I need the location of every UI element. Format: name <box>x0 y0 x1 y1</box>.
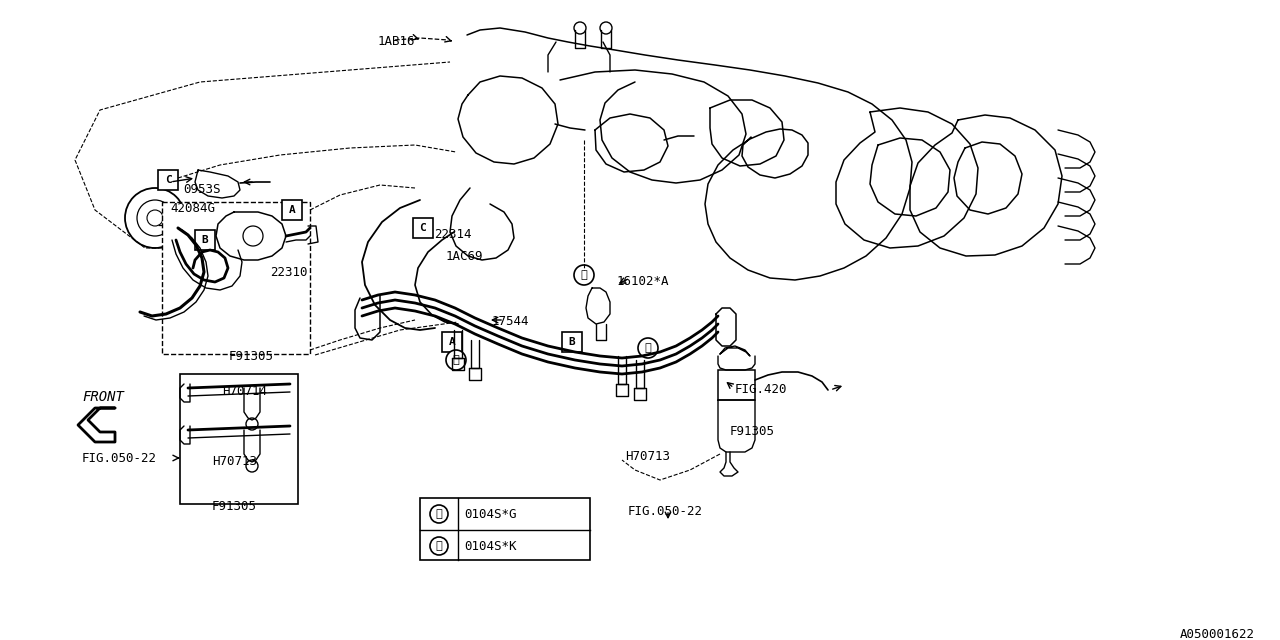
Bar <box>282 200 302 220</box>
Text: 16102*A: 16102*A <box>617 275 669 288</box>
Circle shape <box>600 22 612 34</box>
Text: H70713: H70713 <box>212 455 257 468</box>
Bar <box>413 218 433 238</box>
Text: C: C <box>420 223 426 233</box>
Text: FRONT: FRONT <box>82 390 124 404</box>
Text: F91305: F91305 <box>229 350 274 363</box>
Bar <box>180 374 298 504</box>
Text: F91305: F91305 <box>730 425 774 438</box>
Circle shape <box>430 537 448 555</box>
Circle shape <box>246 460 259 472</box>
Text: ②: ② <box>453 355 460 365</box>
Text: 42084G: 42084G <box>170 202 215 215</box>
Circle shape <box>246 418 259 430</box>
Text: 1AB16: 1AB16 <box>378 35 416 48</box>
Circle shape <box>147 210 163 226</box>
Circle shape <box>637 338 658 358</box>
Text: B: B <box>568 337 576 347</box>
Text: ②: ② <box>435 541 443 551</box>
Text: ②: ② <box>645 343 652 353</box>
Text: H70713: H70713 <box>625 450 669 463</box>
Bar <box>157 170 178 190</box>
Text: FIG.050-22: FIG.050-22 <box>82 452 157 465</box>
Text: 0104S*G: 0104S*G <box>465 508 517 521</box>
Text: 0953S: 0953S <box>183 183 220 196</box>
Text: ①: ① <box>581 270 588 280</box>
Text: 22310: 22310 <box>270 266 307 279</box>
Circle shape <box>573 265 594 285</box>
Text: FIG.050-22: FIG.050-22 <box>628 505 703 518</box>
Text: 1AC69: 1AC69 <box>445 250 484 263</box>
Circle shape <box>445 350 466 370</box>
Bar <box>718 370 755 400</box>
Bar <box>420 498 590 560</box>
Circle shape <box>125 188 186 248</box>
Circle shape <box>137 200 173 236</box>
Circle shape <box>573 22 586 34</box>
Text: C: C <box>165 175 172 185</box>
Text: A050001622: A050001622 <box>1180 628 1254 640</box>
Text: H70714: H70714 <box>221 385 268 398</box>
Bar <box>442 332 462 352</box>
Bar <box>163 202 310 354</box>
Circle shape <box>430 505 448 523</box>
Text: 17544: 17544 <box>492 315 530 328</box>
Bar <box>562 332 582 352</box>
Text: A: A <box>288 205 296 215</box>
Text: F91305: F91305 <box>212 500 257 513</box>
Bar <box>195 230 215 250</box>
Text: ①: ① <box>435 509 443 519</box>
Circle shape <box>243 226 262 246</box>
Text: FIG.420: FIG.420 <box>735 383 787 396</box>
Text: A: A <box>448 337 456 347</box>
Text: 22314: 22314 <box>434 228 471 241</box>
Text: 0104S*K: 0104S*K <box>465 540 517 553</box>
Text: B: B <box>202 235 209 245</box>
